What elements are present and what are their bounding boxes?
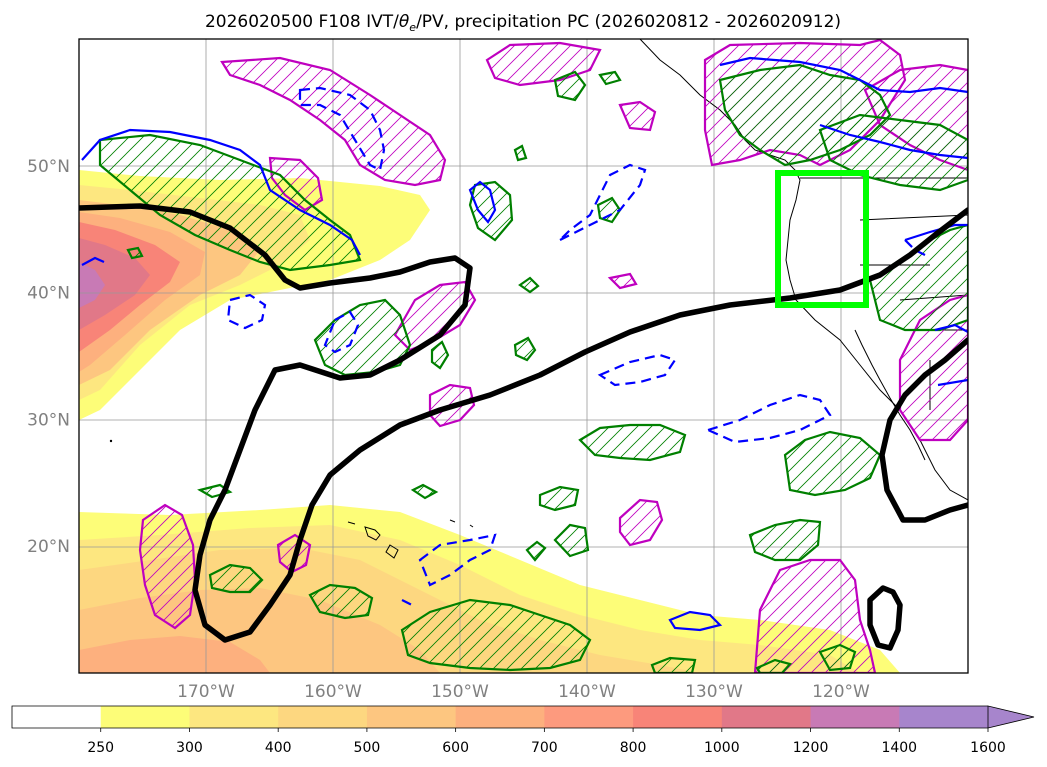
colorbar-extend-arrow <box>987 705 1035 729</box>
plot-frame <box>78 38 969 674</box>
lat-tick-label: 30°N <box>27 410 70 430</box>
colorbar-swatch <box>633 706 723 728</box>
colorbar: 250 300 400 500 600 700 800 1000 1200 1400 1600 <box>11 705 1035 756</box>
lon-tick-label: 160°W <box>304 682 362 702</box>
colorbar-tick-label: 1600 <box>970 740 1006 756</box>
colorbar-swatch <box>721 706 812 728</box>
colorbar-tick-label: 1000 <box>704 740 740 756</box>
lon-tick-label: 120°W <box>812 682 870 702</box>
colorbar-tick-label: 400 <box>265 740 292 756</box>
colorbar-tick-label: 700 <box>531 740 558 756</box>
colorbar-swatch <box>12 706 102 728</box>
chart-title: 2026020500 F108 IVT/θe/PV, precipitation… <box>205 12 841 34</box>
colorbar-swatch <box>189 706 279 728</box>
lat-tick-label: 20°N <box>27 537 70 557</box>
colorbar-tick-label: 300 <box>176 740 203 756</box>
colorbar-tick-label: 1200 <box>793 740 829 756</box>
lon-tick-label: 130°W <box>685 682 743 702</box>
colorbar-frame <box>11 705 988 729</box>
colorbar-swatch <box>544 706 634 728</box>
theta-e-contours <box>79 203 968 651</box>
colorbar-tick-label: 600 <box>442 740 469 756</box>
lon-tick-labels: 170°W 160°W 150°W 140°W 130°W 120°W <box>177 682 870 702</box>
map-plot-area <box>79 39 968 673</box>
lon-tick-label: 150°W <box>431 682 489 702</box>
lat-tick-label: 50°N <box>27 157 70 177</box>
colorbar-tick-label: 1400 <box>881 740 917 756</box>
colorbar-swatch <box>899 706 989 728</box>
station-marker <box>109 439 113 443</box>
lon-tick-label: 170°W <box>177 682 235 702</box>
colorbar-swatch <box>366 706 457 728</box>
colorbar-tick-label: 250 <box>87 740 114 756</box>
colorbar-tick-label: 500 <box>354 740 381 756</box>
colorbar-swatch <box>810 706 900 728</box>
colorbar-swatch <box>278 706 368 728</box>
highlight-box <box>775 170 869 308</box>
colorbar-tick-label: 800 <box>620 740 647 756</box>
negative-anomaly-blue-dashed-contours <box>226 86 926 606</box>
lat-tick-labels: 20°N 30°N 40°N 50°N <box>27 157 70 557</box>
lat-tick-label: 40°N <box>27 284 70 304</box>
colorbar-swatch <box>455 706 545 728</box>
lon-tick-label: 140°W <box>558 682 616 702</box>
colorbar-swatch <box>100 706 190 728</box>
